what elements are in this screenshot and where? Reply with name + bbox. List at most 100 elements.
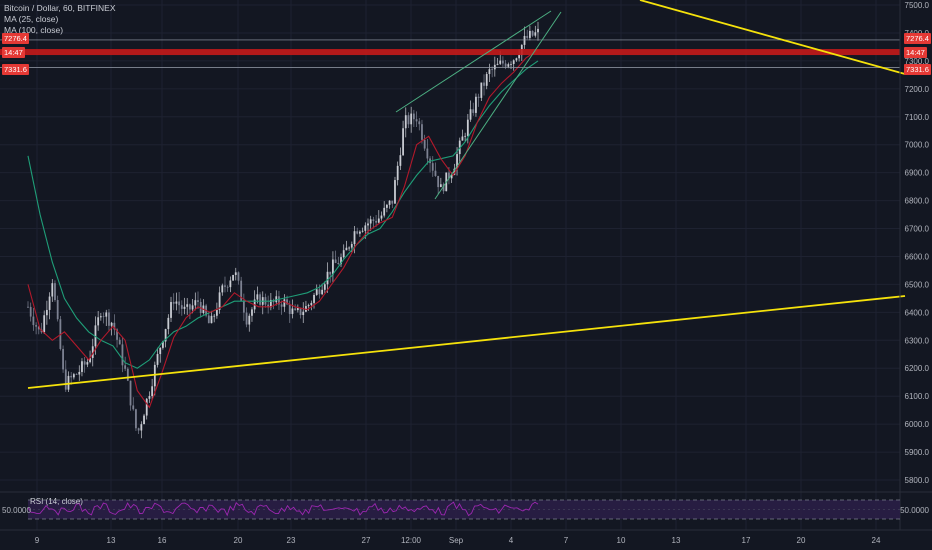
candle-body [359,231,361,234]
candle-body [102,316,105,318]
candle-body [135,409,137,429]
rsi-line [27,501,539,517]
candle-body [299,307,302,316]
candle-body [412,113,415,120]
candle-body [129,380,132,406]
candle-body [469,109,472,120]
candle-body [27,306,29,308]
candle-body [280,304,283,307]
candle-body [143,415,145,425]
candle-body [137,428,140,431]
symbol-title[interactable]: Bitcoin / Dollar, 60, BITFINEX [4,3,116,13]
candle-body [434,170,437,176]
candle-body [388,200,391,205]
candle-body [215,309,218,316]
candle-body [62,348,64,370]
candle-body [242,300,245,313]
candle-body [78,371,81,375]
candle-body [461,136,464,141]
rsi-legend-label[interactable]: RSI (14, close) [30,497,83,506]
candle-body [251,309,253,316]
indicator-ma100-label[interactable]: MA (100, close) [4,25,64,35]
candle-body [67,375,70,390]
candle-body [499,60,502,64]
candle-body [383,207,386,216]
candle-body [423,139,426,149]
candle-body [54,283,56,301]
candle-body [518,55,521,59]
candle-body [132,405,135,410]
candle-body [439,184,442,188]
time-axis[interactable]: 9 13 16 20 23 27 12:00 Sep 4 7 10 13 17 20 24 [0,529,932,545]
candle-body [329,271,332,275]
ma25-line [27,49,539,409]
candle-body [43,315,46,333]
candle-body [183,306,186,309]
price-axis[interactable]: 7500.07400.07300.07200.07100.07000.06900… [899,0,930,530]
candle-body [207,315,210,324]
candle-body [286,299,288,305]
candle-body [450,174,453,179]
candle-body [178,301,181,306]
candle-body [269,299,272,308]
candle-body [442,184,445,192]
candle-body [399,155,402,166]
candle-body [275,296,278,303]
candle-body [410,113,413,125]
left-time-tag: 14:47 [2,47,25,58]
candle-body [118,339,121,345]
candle-body [162,341,164,348]
candle-body [426,148,429,159]
candle-body [45,309,48,316]
candle-body [221,285,224,293]
price-tick-label: 7100.0 [905,113,930,122]
candle-body [170,302,172,318]
candle-body [477,96,480,98]
candle-body [164,329,167,342]
candle-body [421,124,423,140]
candle-body [302,311,305,316]
right-time-tag: 14:47 [904,47,927,58]
time-tick-label: 13 [672,536,681,545]
candle-body [418,121,421,125]
candle-body [194,300,197,306]
right-price-tag-1: 7276.4 [904,33,931,44]
candle-body [291,308,294,314]
candle-body [180,305,183,309]
candle-body [385,204,388,208]
price-tick-label: 7300.0 [905,57,930,66]
candle-body [361,230,364,232]
candle-body [375,220,377,223]
candle-body [226,286,229,288]
drawing-tools[interactable] [0,0,906,389]
candle-body [197,300,199,302]
candle-body [367,223,369,226]
candle-body [396,165,399,181]
price-tick-label: 5900.0 [905,448,930,457]
candle-body [512,60,515,64]
wedge-upper-line [395,10,552,113]
candle-body [237,272,240,281]
candle-body [278,296,280,305]
candle-body [140,424,143,431]
candle-body [32,316,35,326]
candle-body [108,312,110,326]
rsi-axis-tick: 50.0000 [900,506,929,515]
wedge-lower-line [434,11,562,200]
indicator-ma25-label[interactable]: MA (25, close) [4,14,59,24]
candle-body [321,289,324,295]
candle-body [310,302,313,306]
candle-body [172,302,175,304]
price-tick-label: 6000.0 [905,420,930,429]
candle-body [159,347,162,355]
resistance-zone [0,49,900,56]
candle-body [51,283,54,297]
candle-body [189,304,191,310]
candle-body [510,63,512,65]
candle-body [210,315,213,324]
candle-body [70,375,73,378]
rsi-pane[interactable]: 50.0000 50.0000 [0,491,932,520]
candle-body [507,64,510,67]
candle-body [113,322,116,330]
